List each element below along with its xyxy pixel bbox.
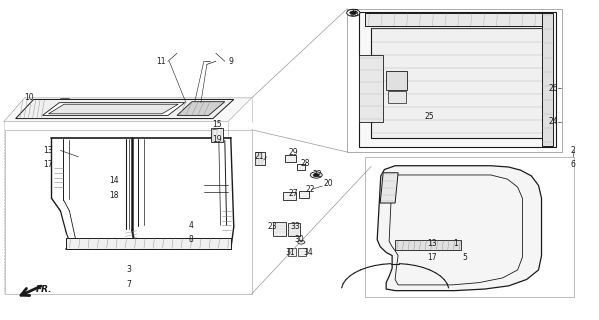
- Circle shape: [313, 173, 319, 177]
- Polygon shape: [4, 98, 252, 122]
- Polygon shape: [541, 13, 553, 146]
- Polygon shape: [388, 91, 406, 103]
- Polygon shape: [377, 166, 541, 291]
- Text: 29: 29: [289, 148, 298, 156]
- Text: 20: 20: [323, 180, 333, 188]
- Text: 26: 26: [549, 84, 558, 93]
- Text: 9: 9: [228, 57, 233, 66]
- Text: 11: 11: [156, 57, 165, 66]
- Text: 13: 13: [427, 239, 437, 248]
- Polygon shape: [359, 55, 383, 122]
- Text: 28: 28: [301, 159, 310, 168]
- Text: 3: 3: [127, 265, 132, 275]
- Text: 17: 17: [44, 160, 53, 169]
- Text: 2: 2: [571, 146, 576, 155]
- Text: 34: 34: [303, 248, 313, 257]
- Polygon shape: [255, 152, 265, 165]
- Polygon shape: [299, 191, 309, 197]
- Text: 8: 8: [188, 235, 193, 244]
- Circle shape: [347, 9, 360, 16]
- Text: 6: 6: [571, 160, 576, 169]
- Polygon shape: [285, 155, 296, 162]
- Text: 22: 22: [305, 185, 315, 194]
- Polygon shape: [288, 248, 296, 256]
- Polygon shape: [365, 13, 550, 26]
- Text: 1: 1: [453, 239, 458, 248]
- Text: 5: 5: [462, 253, 467, 262]
- Polygon shape: [273, 222, 286, 236]
- Text: 10: 10: [25, 93, 34, 102]
- Polygon shape: [386, 71, 407, 90]
- Polygon shape: [298, 248, 306, 256]
- Text: 35: 35: [350, 9, 359, 18]
- Polygon shape: [371, 28, 544, 138]
- Text: 25: 25: [425, 113, 435, 122]
- Text: 30: 30: [295, 235, 304, 244]
- Text: 13: 13: [44, 146, 53, 155]
- Polygon shape: [359, 12, 556, 147]
- Polygon shape: [297, 164, 305, 170]
- Text: 7: 7: [127, 280, 132, 289]
- Polygon shape: [380, 173, 398, 203]
- Circle shape: [350, 11, 357, 15]
- Polygon shape: [211, 128, 223, 142]
- Text: 32: 32: [313, 170, 322, 179]
- Text: 31: 31: [285, 248, 295, 257]
- Polygon shape: [395, 240, 461, 250]
- Circle shape: [298, 240, 305, 244]
- Polygon shape: [288, 223, 300, 236]
- Text: 14: 14: [110, 176, 119, 185]
- Polygon shape: [66, 238, 231, 249]
- Text: 4: 4: [188, 221, 193, 230]
- Polygon shape: [43, 103, 184, 116]
- Text: 27: 27: [289, 189, 298, 198]
- Text: 18: 18: [110, 190, 119, 200]
- Text: 15: 15: [212, 120, 222, 130]
- Text: 33: 33: [291, 222, 300, 231]
- Polygon shape: [16, 100, 234, 119]
- Text: 21: 21: [254, 152, 264, 161]
- Polygon shape: [49, 104, 178, 114]
- Text: FR.: FR.: [35, 284, 52, 293]
- Text: 24: 24: [549, 117, 558, 126]
- Polygon shape: [177, 102, 225, 116]
- Text: 19: 19: [212, 135, 222, 144]
- Text: 17: 17: [427, 253, 437, 262]
- Polygon shape: [283, 192, 296, 200]
- Text: 23: 23: [268, 222, 277, 231]
- Circle shape: [310, 172, 322, 178]
